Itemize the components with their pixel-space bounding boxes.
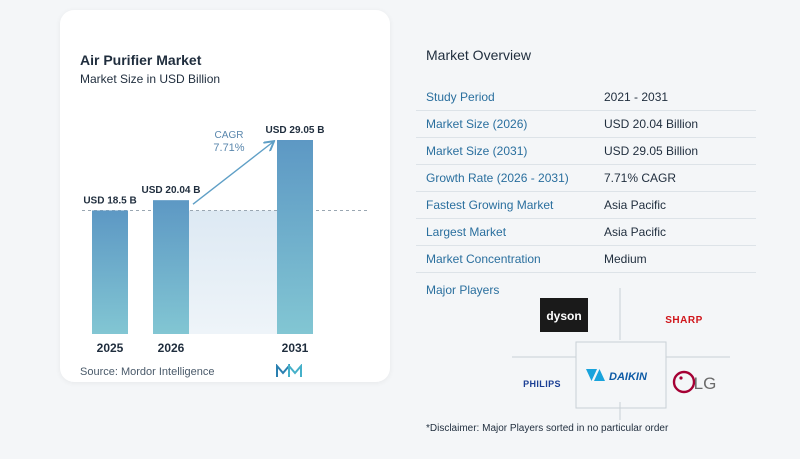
source-note: Source: Mordor Intelligence xyxy=(80,366,215,378)
stat-label: Largest Market xyxy=(426,225,507,239)
table-row: Market Size (2026) USD 20.04 Billion xyxy=(416,111,756,138)
daikin-mark-icon xyxy=(586,369,605,381)
svg-text:DAIKIN: DAIKIN xyxy=(609,371,648,383)
table-row: Study Period 2021 - 2031 xyxy=(416,84,756,111)
svg-text:LG: LG xyxy=(694,374,717,393)
data-label: USD 20.04 B xyxy=(142,185,201,196)
stat-label: Market Size (2031) xyxy=(426,144,528,158)
chart-subtitle: Market Size in USD Billion xyxy=(80,72,221,86)
overview-title: Market Overview xyxy=(426,47,532,63)
x-tick-label: 2026 xyxy=(158,341,185,355)
stat-value: USD 29.05 Billion xyxy=(604,144,699,158)
stats-table: Study Period 2021 - 2031 Market Size (20… xyxy=(416,84,756,273)
table-row: Largest Market Asia Pacific xyxy=(416,219,756,246)
market-overview: Market Overview Study Period 2021 - 2031… xyxy=(416,0,800,459)
lg-logo: LG xyxy=(672,370,717,394)
lg-mark-icon xyxy=(672,370,696,394)
x-tick-label: 2025 xyxy=(97,341,124,355)
growth-shade xyxy=(189,210,277,334)
bar-2025 xyxy=(92,210,128,334)
stat-label: Fastest Growing Market xyxy=(426,198,554,212)
stat-value: 2021 - 2031 xyxy=(604,90,669,104)
stat-label: Market Concentration xyxy=(426,252,541,266)
table-row: Fastest Growing Market Asia Pacific xyxy=(416,192,756,219)
philips-logo: PHILIPS xyxy=(523,379,561,389)
data-label: USD 18.5 B xyxy=(83,195,136,206)
data-label: USD 29.05 B xyxy=(266,125,325,136)
mordor-logo-icon xyxy=(276,364,302,377)
svg-text:dyson: dyson xyxy=(546,309,581,323)
chart-title: Air Purifier Market xyxy=(80,52,202,68)
table-row: Market Size (2031) USD 29.05 Billion xyxy=(416,138,756,165)
grid-box xyxy=(575,341,667,409)
table-row: Growth Rate (2026 - 2031) 7.71% CAGR xyxy=(416,165,756,192)
cagr-arrow xyxy=(192,142,273,205)
stat-value: Asia Pacific xyxy=(604,198,667,212)
sharp-logo: SHARP xyxy=(665,315,703,326)
bar-chart: USD 18.5 B 2025 USD 20.04 B 2026 USD 29.05 B… xyxy=(82,125,370,355)
stat-value: Medium xyxy=(604,252,647,266)
chart-card: Air Purifier Market Market Size in USD B… xyxy=(60,10,390,382)
x-tick-label: 2031 xyxy=(282,341,309,355)
stat-label: Study Period xyxy=(426,90,495,104)
stat-value: USD 20.04 Billion xyxy=(604,117,699,131)
dyson-logo: dyson xyxy=(540,298,588,332)
bar-2031 xyxy=(277,140,313,334)
table-row: Market Concentration Medium xyxy=(416,246,756,273)
stat-label: Market Size (2026) xyxy=(426,117,528,131)
cagr-label: CAGR xyxy=(215,130,244,141)
stat-value: Asia Pacific xyxy=(604,225,667,239)
disclaimer: *Disclaimer: Major Players sorted in no … xyxy=(426,423,669,434)
daikin-logo: DAIKIN xyxy=(586,369,648,383)
major-players-title: Major Players xyxy=(426,283,500,297)
stat-label: Growth Rate (2026 - 2031) xyxy=(426,171,569,185)
cagr-value: 7.71% xyxy=(213,142,244,154)
major-players-grid: dyson SHARP PHILIPS DAIKIN LG xyxy=(512,288,730,420)
bar-2026 xyxy=(153,200,189,334)
stat-value: 7.71% CAGR xyxy=(604,171,677,185)
